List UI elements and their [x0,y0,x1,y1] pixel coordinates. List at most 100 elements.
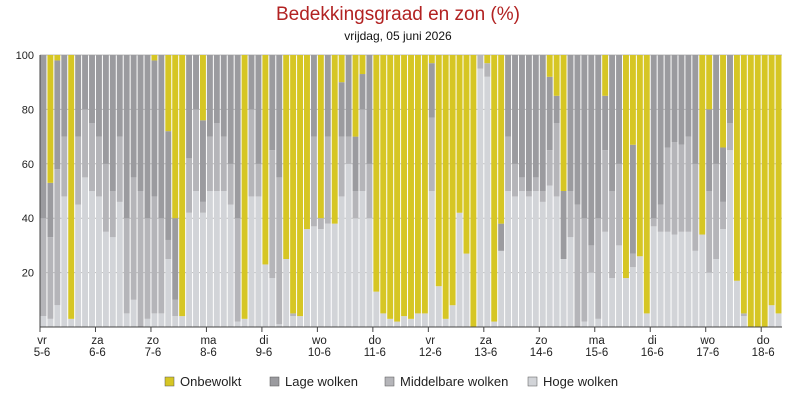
bar-segment [40,218,47,317]
bar-segment [116,201,123,327]
bar-segment [331,55,338,224]
bar-segment [650,55,657,219]
bar-segment [40,316,47,327]
bar-segment [193,191,199,327]
bar-segment [720,55,727,148]
bar-segment [123,218,130,314]
bar-segment [685,136,692,232]
bar-segment [317,218,324,230]
bar-segment [692,250,699,327]
bar-segment [324,223,331,327]
bar-segment [525,191,532,197]
bar-segment [109,55,116,191]
bar-segment [109,191,116,238]
x-tick-label: 10-6 [308,347,331,359]
bar-segment [518,191,525,327]
bar-segment [449,55,456,306]
bar-segment [581,218,588,322]
bar-segment [678,55,685,145]
bar-segment [581,55,588,219]
bar-segment [477,55,484,69]
legend-swatch [164,376,175,387]
bar-segment [54,169,61,306]
bar-segment [713,163,720,259]
bar-segment [61,196,68,327]
x-tick-label: zo [535,335,547,347]
bar-segment [699,55,706,235]
bar-segment [220,191,227,327]
bar-segment [297,55,304,317]
bar-segment [317,55,324,219]
bar-segment [768,55,775,306]
bar-segment [213,191,220,327]
x-tick-label: di [648,335,657,347]
bar-segment [692,163,699,251]
bar-segment [567,237,574,327]
legend-item: Onbewolkt [164,374,242,389]
bar-segment [89,123,95,191]
bar-segment [442,318,449,327]
bar-segment [643,313,650,327]
bar-segment [595,218,602,319]
bar-segment [338,196,345,327]
bar-segment [241,318,248,327]
bar-segment [366,218,373,327]
bar-segment [186,158,193,213]
bar-segment [158,218,165,314]
bar-segment [428,55,435,64]
bar-segment [269,55,276,151]
bar-segment [366,163,373,219]
bar-segment [588,272,595,327]
bar-segment [505,136,512,191]
bar-segment [338,55,345,83]
bar-segment [331,223,338,327]
bar-segment [602,231,609,327]
bar-segment [54,305,61,327]
bar-segment [699,234,706,327]
bar-segment [359,191,366,327]
bar-segment [421,55,428,314]
bar-segment [775,55,782,314]
bar-segment [338,136,345,197]
x-tick-label: 12-6 [419,347,442,359]
bar-segment [664,55,671,148]
bar-segment [463,253,470,327]
bar-segment [560,191,567,259]
bar-segment [276,324,283,327]
bar-segment [713,55,720,164]
bar-segment [123,313,130,327]
bar-segment [193,109,199,191]
bar-segment [82,177,89,327]
bar-segment [727,150,733,327]
bar-segment [304,229,310,327]
x-tick-label: di [259,335,268,347]
bar-segment [199,201,206,213]
bar-segment [75,136,82,205]
bar-segment [588,55,595,246]
bar-segment [602,55,609,96]
bar-segment [290,55,297,314]
bar-segment [213,123,220,191]
bar-segment [61,55,68,137]
bar-segment [685,55,692,137]
bar-segment [283,259,290,327]
bar-segment [276,177,283,325]
bar-segment [498,250,505,327]
bar-segment [442,55,449,319]
bar-segment [671,142,678,235]
bar-segment [740,55,747,314]
bar-segment [470,55,477,327]
x-tick-label: 11-6 [364,347,386,359]
bar-segment [40,55,47,219]
bar-segment [248,196,255,327]
bar-segment [671,55,678,143]
bar-segment [352,218,359,327]
bar-segment [720,201,727,230]
bar-segment [165,131,172,240]
bar-segment [283,55,290,259]
bar-segment [130,55,137,178]
bar-segment [54,55,61,61]
bar-segment [102,163,109,232]
bar-segment [137,191,144,327]
bar-segment [248,109,255,197]
